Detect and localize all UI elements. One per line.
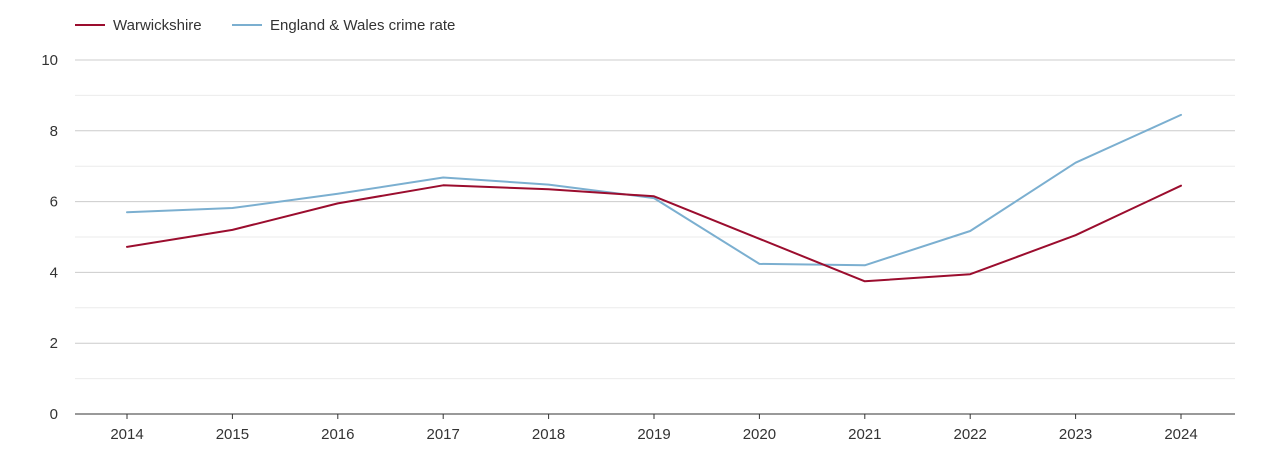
x-tick-label: 2024 [1164, 426, 1197, 443]
y-tick-label: 4 [50, 264, 58, 281]
x-tick-label: 2016 [321, 426, 354, 443]
x-tick-label: 2018 [532, 426, 565, 443]
y-tick-label: 8 [50, 123, 58, 140]
legend-label-warwickshire: Warwickshire [113, 17, 202, 34]
series-line-warwickshire [126, 184, 1182, 283]
gridlines [75, 59, 1235, 380]
x-tick-label: 2022 [954, 426, 987, 443]
x-tick-label: 2019 [637, 426, 670, 443]
legend-item-warwickshire[interactable]: Warwickshire [75, 17, 202, 34]
y-tick-label: 2 [50, 335, 58, 352]
x-tick-label: 2015 [216, 426, 249, 443]
axes: 0 2 4 6 8 10 2014 2015 2016 2017 2018 2019 2020 2021 2… [41, 52, 1235, 443]
series-line-england-wales-crime-rate [126, 113, 1182, 267]
y-tick-label: 6 [50, 194, 58, 211]
legend: Warwickshire England & Wales crime rate [75, 17, 455, 34]
legend-label-england-wales: England & Wales crime rate [270, 17, 455, 34]
x-tick-label: 2021 [848, 426, 881, 443]
x-tick-label: 2017 [427, 426, 460, 443]
legend-item-england-wales[interactable]: England & Wales crime rate [232, 17, 455, 34]
x-tick-label: 2023 [1059, 426, 1092, 443]
x-tick-label: 2014 [110, 426, 143, 443]
x-tick-label: 2020 [743, 426, 776, 443]
y-tick-label: 10 [41, 52, 58, 69]
y-tick-label: 0 [50, 406, 58, 423]
series-lines [126, 113, 1182, 283]
